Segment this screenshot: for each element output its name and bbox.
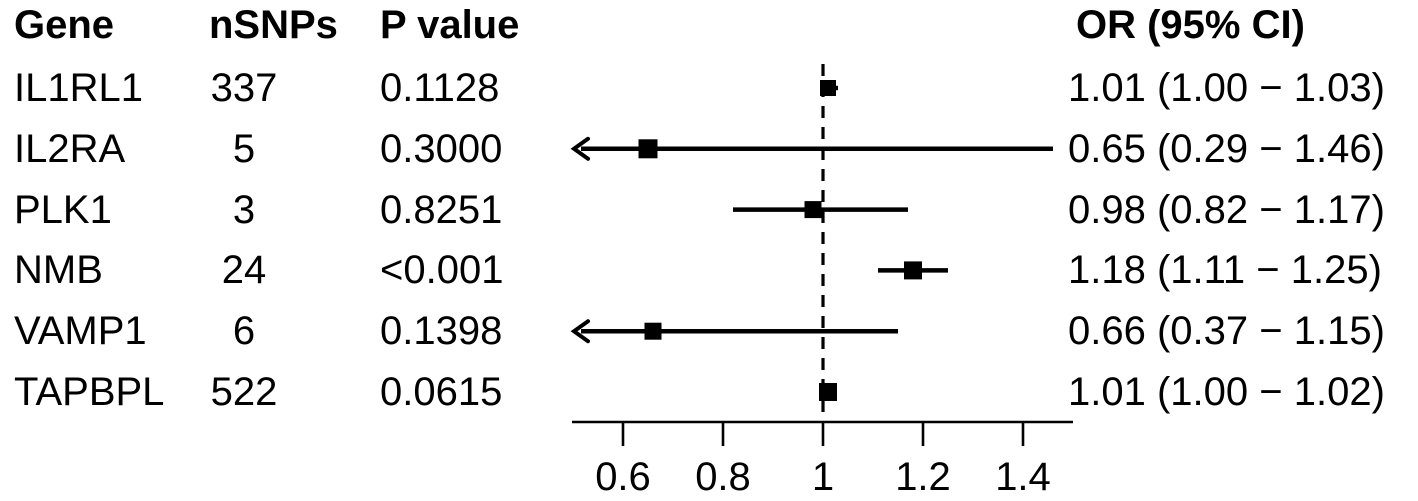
table-row: VAMP1 6 0.1398 0.66 (0.37 − 1.15): [0, 309, 1418, 353]
nsnps-value: 3: [232, 188, 256, 232]
column-header-or-ci: OR (95% CI): [1076, 3, 1305, 47]
or-marker: [819, 383, 837, 401]
gene-name: NMB: [14, 248, 103, 292]
nsnps-value: 24: [221, 248, 267, 292]
or-ci-value: 0.66 (0.37 − 1.15): [1068, 309, 1385, 353]
table-row: NMB 24 <0.001 1.18 (1.11 − 1.25): [0, 248, 1418, 292]
or-marker: [904, 261, 922, 280]
nsnps-value: 6: [232, 309, 256, 353]
nsnps-value: 5: [232, 127, 256, 171]
clip-arrow-left-icon: [570, 319, 590, 344]
column-header-pvalue: P value: [380, 3, 520, 47]
gene-name: PLK1: [14, 188, 112, 232]
gene-name: IL1RL1: [14, 66, 143, 110]
or-marker: [638, 139, 658, 159]
or-marker: [644, 322, 662, 340]
pvalue-value: 0.8251: [380, 188, 503, 232]
pvalue-value: 0.3000: [380, 127, 503, 171]
nsnps-value: 337: [210, 66, 278, 110]
nsnps-value: 522: [210, 370, 278, 414]
or-ci-value: 0.65 (0.29 − 1.46): [1068, 127, 1385, 171]
or-ci-value: 1.01 (1.00 − 1.03): [1068, 66, 1385, 110]
pvalue-value: <0.001: [380, 248, 504, 292]
table-row: IL1RL1 337 0.1128 1.01 (1.00 − 1.03): [0, 66, 1418, 110]
gene-name: IL2RA: [14, 127, 126, 171]
column-header-nsnps: nSNPs: [209, 3, 338, 47]
clip-arrow-left-icon: [570, 136, 590, 161]
gene-name: VAMP1: [14, 309, 147, 353]
x-axis-tick-label: 1.2: [895, 455, 951, 499]
pvalue-value: 0.0615: [380, 370, 503, 414]
or-ci-value: 1.18 (1.11 − 1.25): [1068, 248, 1382, 292]
x-axis-tick-label: 1: [812, 455, 834, 499]
gene-name: TAPBPL: [14, 370, 165, 414]
column-header-gene: Gene: [14, 3, 115, 47]
x-axis-tick-label: 1.4: [995, 455, 1051, 499]
or-marker: [820, 80, 836, 96]
table-row: PLK1 3 0.8251 0.98 (0.82 − 1.17): [0, 188, 1418, 232]
or-ci-value: 1.01 (1.00 − 1.02): [1068, 370, 1385, 414]
pvalue-value: 0.1398: [380, 309, 503, 353]
or-ci-value: 0.98 (0.82 − 1.17): [1068, 188, 1385, 232]
x-axis-tick-label: 0.6: [595, 455, 651, 499]
or-marker: [804, 201, 822, 219]
x-axis-tick-label: 0.8: [695, 455, 751, 499]
table-row: TAPBPL 522 0.0615 1.01 (1.00 − 1.02): [0, 370, 1418, 414]
table-row: IL2RA 5 0.3000 0.65 (0.29 − 1.46): [0, 127, 1418, 171]
table-header-row: Gene nSNPs P value OR (95% CI): [0, 3, 1418, 47]
pvalue-value: 0.1128: [380, 66, 500, 110]
